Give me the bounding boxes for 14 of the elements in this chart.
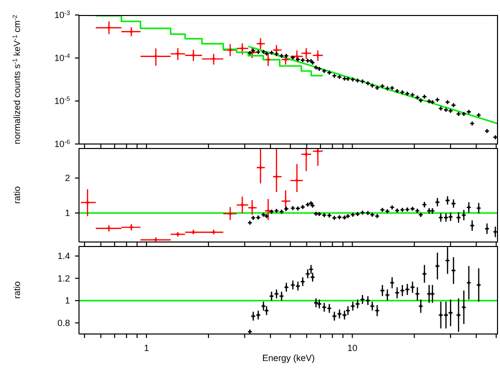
y-tick-label: 10$^{-5}$ — [54, 96, 70, 106]
y-tick-label: 10$^{-3}$ — [54, 10, 70, 20]
y-axis-title: ratio — [12, 281, 22, 299]
y-tick-label: 1.2 — [57, 273, 70, 284]
y-tick-label: 1.4 — [57, 251, 70, 262]
y-tick-label: 2 — [64, 173, 70, 184]
x-axis-title: Energy (keV) — [262, 353, 315, 363]
y-tick-label: 0.8 — [57, 318, 70, 328]
y-axis-title: ratio — [12, 186, 22, 204]
y-tick-label: 10$^{-4}$ — [54, 52, 70, 63]
y-tick-label: 10$^{-6}$ — [54, 138, 70, 149]
x-tick-label: 10 — [347, 343, 358, 353]
y-tick-label: 1 — [64, 208, 70, 218]
y-tick-label: 1 — [64, 296, 70, 306]
